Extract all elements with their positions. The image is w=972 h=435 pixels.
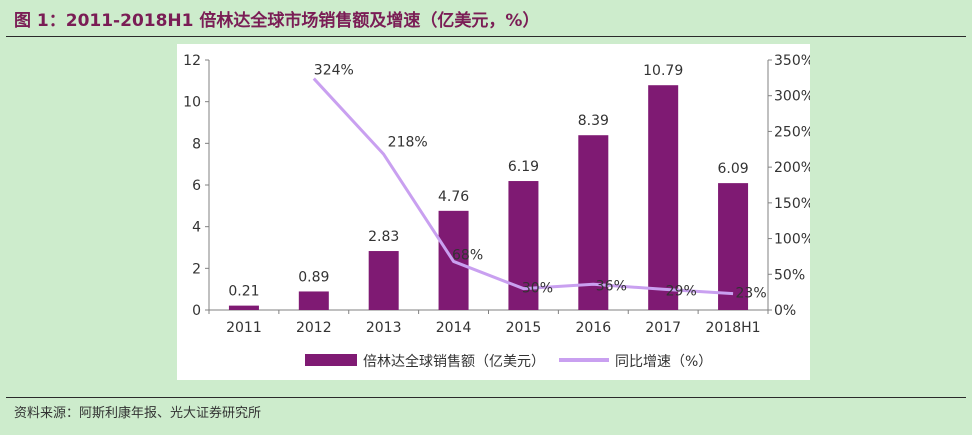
y-right-tick-label: 350% (774, 53, 810, 69)
line-data-label: 324% (314, 63, 354, 79)
y-left-tick-label: 8 (192, 136, 201, 152)
y-left-tick-label: 0 (192, 303, 201, 319)
y-right-tick-label: 200% (774, 160, 810, 176)
bar (718, 183, 749, 310)
legend-bar-label: 倍林达全球销售额（亿美元） (363, 353, 545, 370)
bar-data-label: 0.89 (298, 269, 329, 285)
chart-panel: 0 2 4 6 8 10 12 0% 50% 100% 150% 200% 250% 300% 350% 20… (177, 44, 814, 380)
growth-line (312, 77, 734, 296)
y-right-tick-label: 100% (774, 232, 810, 248)
y-right-tick-label: 0% (774, 303, 796, 319)
x-tick-label: 2018H1 (706, 320, 761, 336)
y-right-tick-label: 50% (774, 267, 805, 283)
bar-data-label: 4.76 (438, 189, 469, 205)
x-tick-label: 2014 (436, 320, 472, 336)
figure-title: 图 1：2011-2018H1 倍林达全球市场销售额及增速（亿美元，%） (14, 11, 540, 31)
line-data-label: 36% (596, 278, 627, 294)
bar-data-label: 10.79 (643, 63, 683, 79)
combo-chart: 0 2 4 6 8 10 12 0% 50% 100% 150% 200% 250% 300% 350% 20… (183, 53, 814, 370)
line-data-label: 29% (666, 283, 697, 299)
bar (298, 291, 329, 310)
x-tick-label: 2011 (226, 320, 262, 336)
source-note: 资料来源：阿斯利康年报、光大证券研究所 (14, 406, 262, 421)
bar (578, 135, 609, 310)
y-right-tick-label: 250% (774, 124, 810, 140)
x-tick-label: 2016 (575, 320, 611, 336)
bar-data-label: 2.83 (368, 229, 399, 245)
title-divider (6, 36, 966, 37)
y-right-tick-label: 150% (774, 196, 810, 212)
bar-data-label: 6.09 (717, 161, 748, 177)
line-data-label: 23% (736, 286, 767, 302)
x-tick-label: 2013 (366, 320, 402, 336)
x-tick-label: 2012 (296, 320, 332, 336)
y-left-tick-label: 4 (192, 220, 201, 236)
x-tick-label: 2017 (645, 320, 681, 336)
x-tick-label: 2015 (506, 320, 542, 336)
y-left-tick-label: 6 (192, 178, 201, 194)
source-divider (6, 397, 966, 398)
bar (228, 305, 259, 310)
legend-bar-swatch (305, 354, 357, 366)
bar (648, 85, 679, 310)
bar-data-label: 8.39 (578, 113, 609, 129)
bar-data-label: 6.19 (508, 159, 539, 175)
y-left-tick-label: 12 (183, 53, 201, 69)
bar-data-label: 0.21 (228, 284, 259, 300)
bar (368, 251, 399, 310)
y-left-tick-label: 10 (183, 95, 201, 111)
line-data-label: 30% (522, 281, 553, 297)
y-left-tick-label: 2 (192, 261, 201, 277)
legend-line-label: 同比增速（%） (615, 354, 712, 370)
line-data-label: 68% (452, 247, 483, 263)
line-data-label: 218% (388, 134, 428, 150)
y-right-tick-label: 300% (774, 89, 810, 105)
